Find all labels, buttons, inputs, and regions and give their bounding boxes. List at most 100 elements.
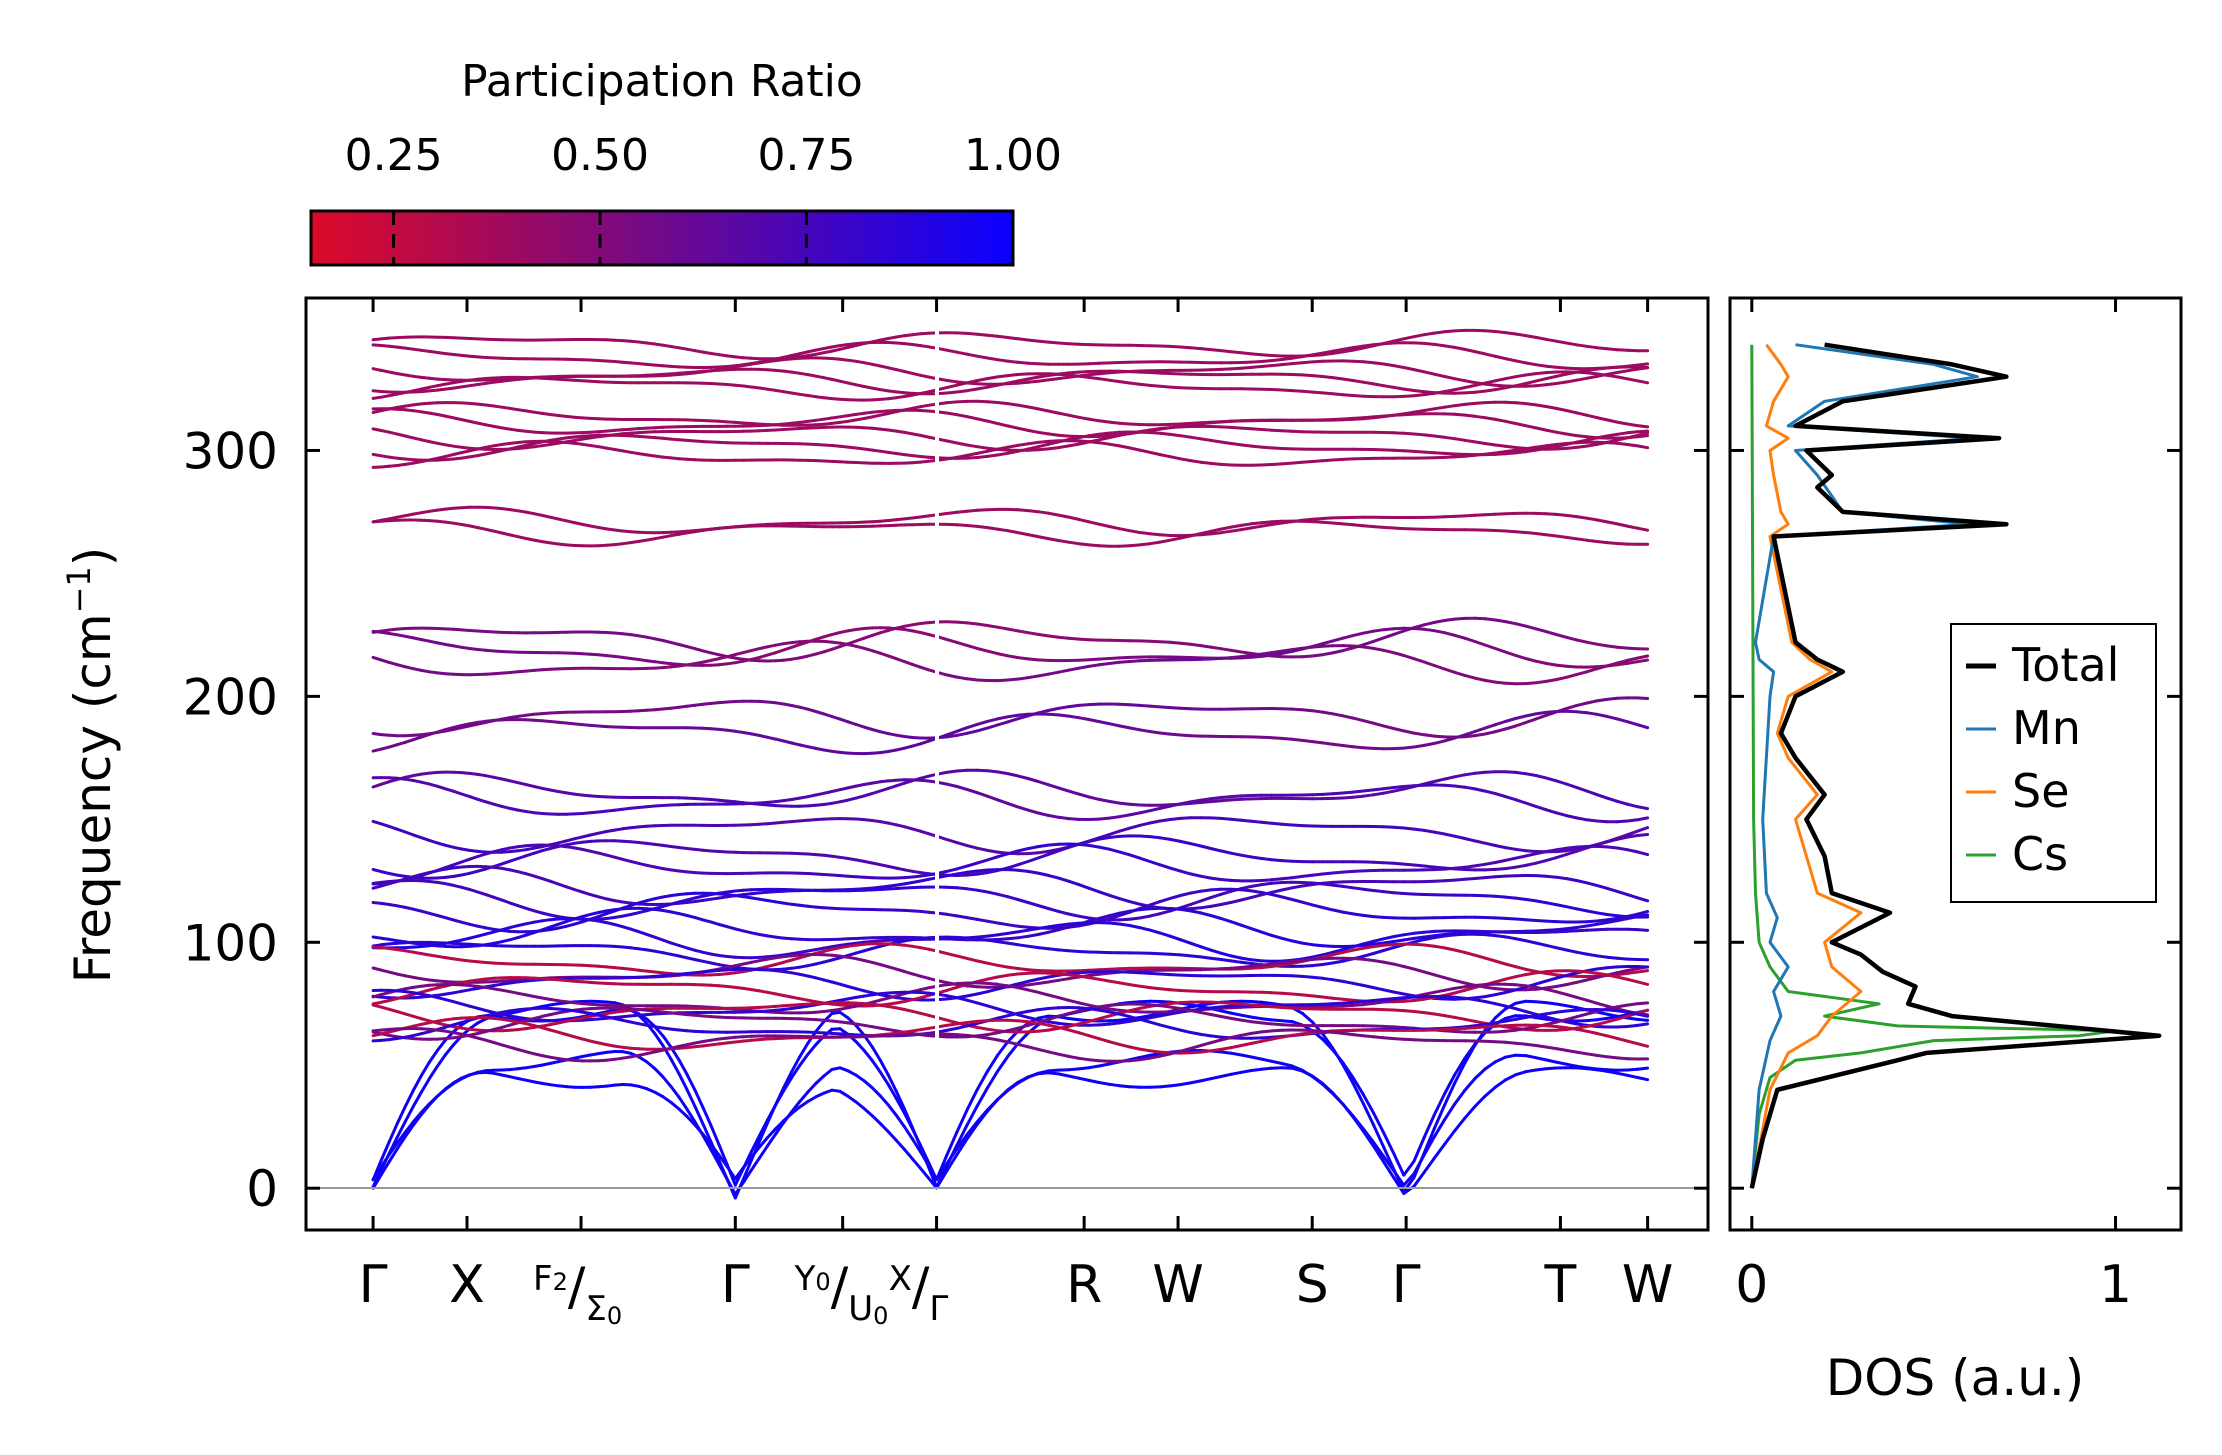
band-optical-line <box>1229 794 1243 799</box>
band-optical-line <box>1524 657 1538 663</box>
band-acoustic-line <box>1412 1135 1426 1163</box>
band-optical-line <box>1554 853 1568 860</box>
band-acoustic-line <box>741 1158 753 1181</box>
band-optical-line <box>1046 670 1060 676</box>
band-acoustic-line <box>1260 1066 1274 1071</box>
band-optical-line <box>1107 829 1121 836</box>
band-optical-line <box>1209 645 1223 651</box>
band-optical-line <box>1534 710 1548 716</box>
band-optical-line <box>1361 913 1375 919</box>
band-optical-line <box>1260 965 1274 970</box>
band-acoustic-line <box>1239 1013 1253 1019</box>
band-optical-line <box>1443 329 1457 334</box>
band-optical-line <box>1503 419 1518 425</box>
band-acoustic-line <box>870 1045 882 1062</box>
band-acoustic-line <box>1636 1066 1650 1071</box>
band-acoustic-line <box>1453 1088 1467 1106</box>
band-optical-line <box>1280 895 1294 901</box>
band-optical-line <box>1595 918 1609 923</box>
band-optical-line <box>1077 922 1091 928</box>
band-optical-line <box>1605 432 1619 438</box>
band-optical-line <box>1270 428 1284 433</box>
band-acoustic-line <box>685 1107 697 1124</box>
band-optical-line <box>1341 522 1355 527</box>
band-optical-line <box>1514 863 1528 869</box>
band-optical-line <box>1178 733 1192 738</box>
band-optical-line <box>1067 817 1081 821</box>
band-optical-line <box>945 885 959 890</box>
band-optical-line <box>1310 881 1325 886</box>
band-optical-line <box>1615 431 1629 436</box>
band-optical-line <box>1067 413 1081 419</box>
band-optical-line <box>1290 355 1304 360</box>
band-optical-line <box>1371 889 1385 894</box>
band-optical-line <box>1026 375 1040 381</box>
band-optical-line <box>1575 978 1589 984</box>
band-optical-line <box>1473 726 1487 733</box>
band-optical-line <box>1463 864 1477 869</box>
band-optical-line <box>1453 454 1467 459</box>
band-acoustic-line <box>1493 1055 1507 1064</box>
band-optical-line <box>1473 676 1487 682</box>
band-optical-line <box>1483 512 1497 517</box>
band-optical-line <box>1046 409 1060 415</box>
band-acoustic-line <box>1321 1082 1335 1096</box>
band-optical-line <box>1361 645 1375 650</box>
band-optical-line <box>1514 965 1528 971</box>
band-optical-line <box>1057 922 1071 927</box>
band-optical-line <box>1016 860 1030 867</box>
band-optical-line <box>1341 945 1355 952</box>
band-optical-line <box>945 390 959 395</box>
band-acoustic-line <box>894 1113 906 1129</box>
band-optical-line <box>1575 670 1589 677</box>
band-optical-line <box>1625 893 1639 900</box>
band-optical-line <box>1046 813 1060 819</box>
band-optical-line <box>1503 916 1518 921</box>
band-optical-line <box>1503 795 1518 802</box>
band-acoustic-line <box>1564 1004 1578 1010</box>
band-acoustic-line <box>806 1082 818 1094</box>
band-optical-line <box>1036 442 1050 449</box>
band-optical-line <box>1138 382 1152 387</box>
band-optical-line <box>1117 834 1132 838</box>
band-acoustic-line <box>452 1077 464 1085</box>
band-optical-line <box>1280 649 1294 655</box>
band-optical-line <box>1006 529 1020 535</box>
band-optical-line <box>1239 960 1253 965</box>
band-optical-line <box>965 331 979 336</box>
band-acoustic-line <box>1219 1050 1233 1055</box>
band-optical-line <box>1016 442 1030 447</box>
band-optical-line <box>1077 842 1091 847</box>
band-acoustic-line <box>1503 1073 1518 1082</box>
band-optical-line <box>1402 366 1416 372</box>
band-optical-line <box>1554 442 1568 446</box>
band-acoustic-line <box>419 1060 431 1077</box>
band-optical-line <box>1016 426 1030 432</box>
band-optical-line <box>1219 889 1233 896</box>
band-optical-line <box>1239 653 1253 659</box>
band-optical-line <box>1189 954 1203 959</box>
band-acoustic-line <box>790 1100 802 1114</box>
band-optical-line <box>1331 376 1345 381</box>
band-optical-line <box>996 892 1010 899</box>
band-optical-line <box>1432 934 1446 940</box>
band-optical-line <box>1625 433 1639 440</box>
band-acoustic-line <box>1239 1069 1253 1074</box>
band-optical-line <box>1128 422 1142 426</box>
band-optical-line <box>1483 643 1497 650</box>
band-optical-line <box>1006 677 1020 682</box>
band-optical-line <box>1605 845 1619 850</box>
band-optical-line <box>1229 350 1243 355</box>
band-optical-line <box>1321 391 1335 396</box>
band-acoustic-line <box>1067 1074 1081 1080</box>
band-optical-line <box>1524 772 1538 777</box>
band-optical-line <box>1097 836 1111 841</box>
band-optical-line <box>1473 732 1487 738</box>
band-optical-line <box>1168 816 1182 821</box>
band-optical-line <box>1636 723 1650 730</box>
band-optical-line <box>1107 442 1121 448</box>
band-optical-line <box>955 640 969 647</box>
band-optical-line <box>1534 377 1548 383</box>
band-optical-line <box>1006 772 1020 778</box>
band-acoustic-line <box>1524 1054 1538 1060</box>
